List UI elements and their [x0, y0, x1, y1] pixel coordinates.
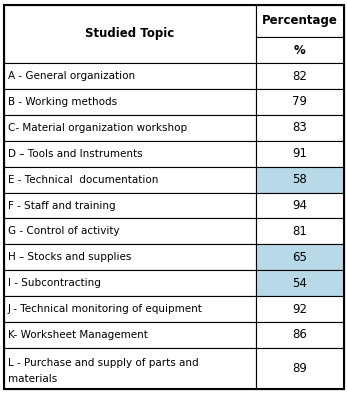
Text: Percentage: Percentage	[262, 14, 338, 27]
Text: K- Worksheet Management: K- Worksheet Management	[8, 330, 148, 340]
Text: G - Control of activity: G - Control of activity	[8, 227, 119, 236]
Text: 58: 58	[292, 173, 307, 186]
Bar	[256, 167, 344, 193]
Text: D – Tools and Instruments: D – Tools and Instruments	[8, 149, 142, 159]
Bar	[4, 244, 256, 270]
Bar	[256, 270, 344, 296]
Bar	[256, 218, 344, 244]
Bar	[256, 193, 344, 218]
Text: H – Stocks and supplies: H – Stocks and supplies	[8, 252, 131, 262]
Bar	[4, 218, 256, 244]
Text: B - Working methods: B - Working methods	[8, 97, 117, 107]
Bar	[4, 89, 256, 115]
Bar	[256, 348, 344, 389]
Bar	[4, 296, 256, 322]
Bar	[4, 167, 256, 193]
Text: 83: 83	[292, 121, 307, 134]
Text: E - Technical  documentation: E - Technical documentation	[8, 175, 158, 185]
Text: F - Staff and training: F - Staff and training	[8, 201, 115, 210]
Bar	[256, 37, 344, 63]
Text: J - Technical monitoring of equipment: J - Technical monitoring of equipment	[8, 304, 203, 314]
Bar	[256, 115, 344, 141]
Bar	[4, 63, 256, 89]
Text: 79: 79	[292, 95, 307, 108]
Bar	[256, 5, 344, 37]
Text: 54: 54	[292, 277, 307, 290]
Text: materials: materials	[8, 374, 57, 384]
Text: %: %	[294, 43, 306, 56]
Text: 94: 94	[292, 199, 307, 212]
Bar	[4, 348, 256, 389]
Bar	[4, 115, 256, 141]
Text: 82: 82	[292, 70, 307, 83]
Text: Studied Topic: Studied Topic	[85, 28, 175, 41]
Bar	[256, 89, 344, 115]
Bar	[256, 63, 344, 89]
Text: 92: 92	[292, 303, 307, 316]
Bar	[4, 270, 256, 296]
Bar	[4, 5, 256, 63]
Text: 91: 91	[292, 147, 307, 160]
Text: 81: 81	[292, 225, 307, 238]
Text: A - General organization: A - General organization	[8, 71, 135, 81]
Bar	[4, 141, 256, 167]
Bar	[4, 322, 256, 348]
Bar	[256, 322, 344, 348]
Text: C- Material organization workshop: C- Material organization workshop	[8, 123, 187, 133]
Bar	[256, 296, 344, 322]
Bar	[4, 193, 256, 218]
Bar	[256, 244, 344, 270]
Text: 89: 89	[292, 362, 307, 375]
Text: L - Purchase and supply of parts and: L - Purchase and supply of parts and	[8, 358, 198, 368]
Text: 86: 86	[292, 329, 307, 342]
Bar	[256, 141, 344, 167]
Text: 65: 65	[292, 251, 307, 264]
Text: I - Subcontracting: I - Subcontracting	[8, 278, 101, 288]
